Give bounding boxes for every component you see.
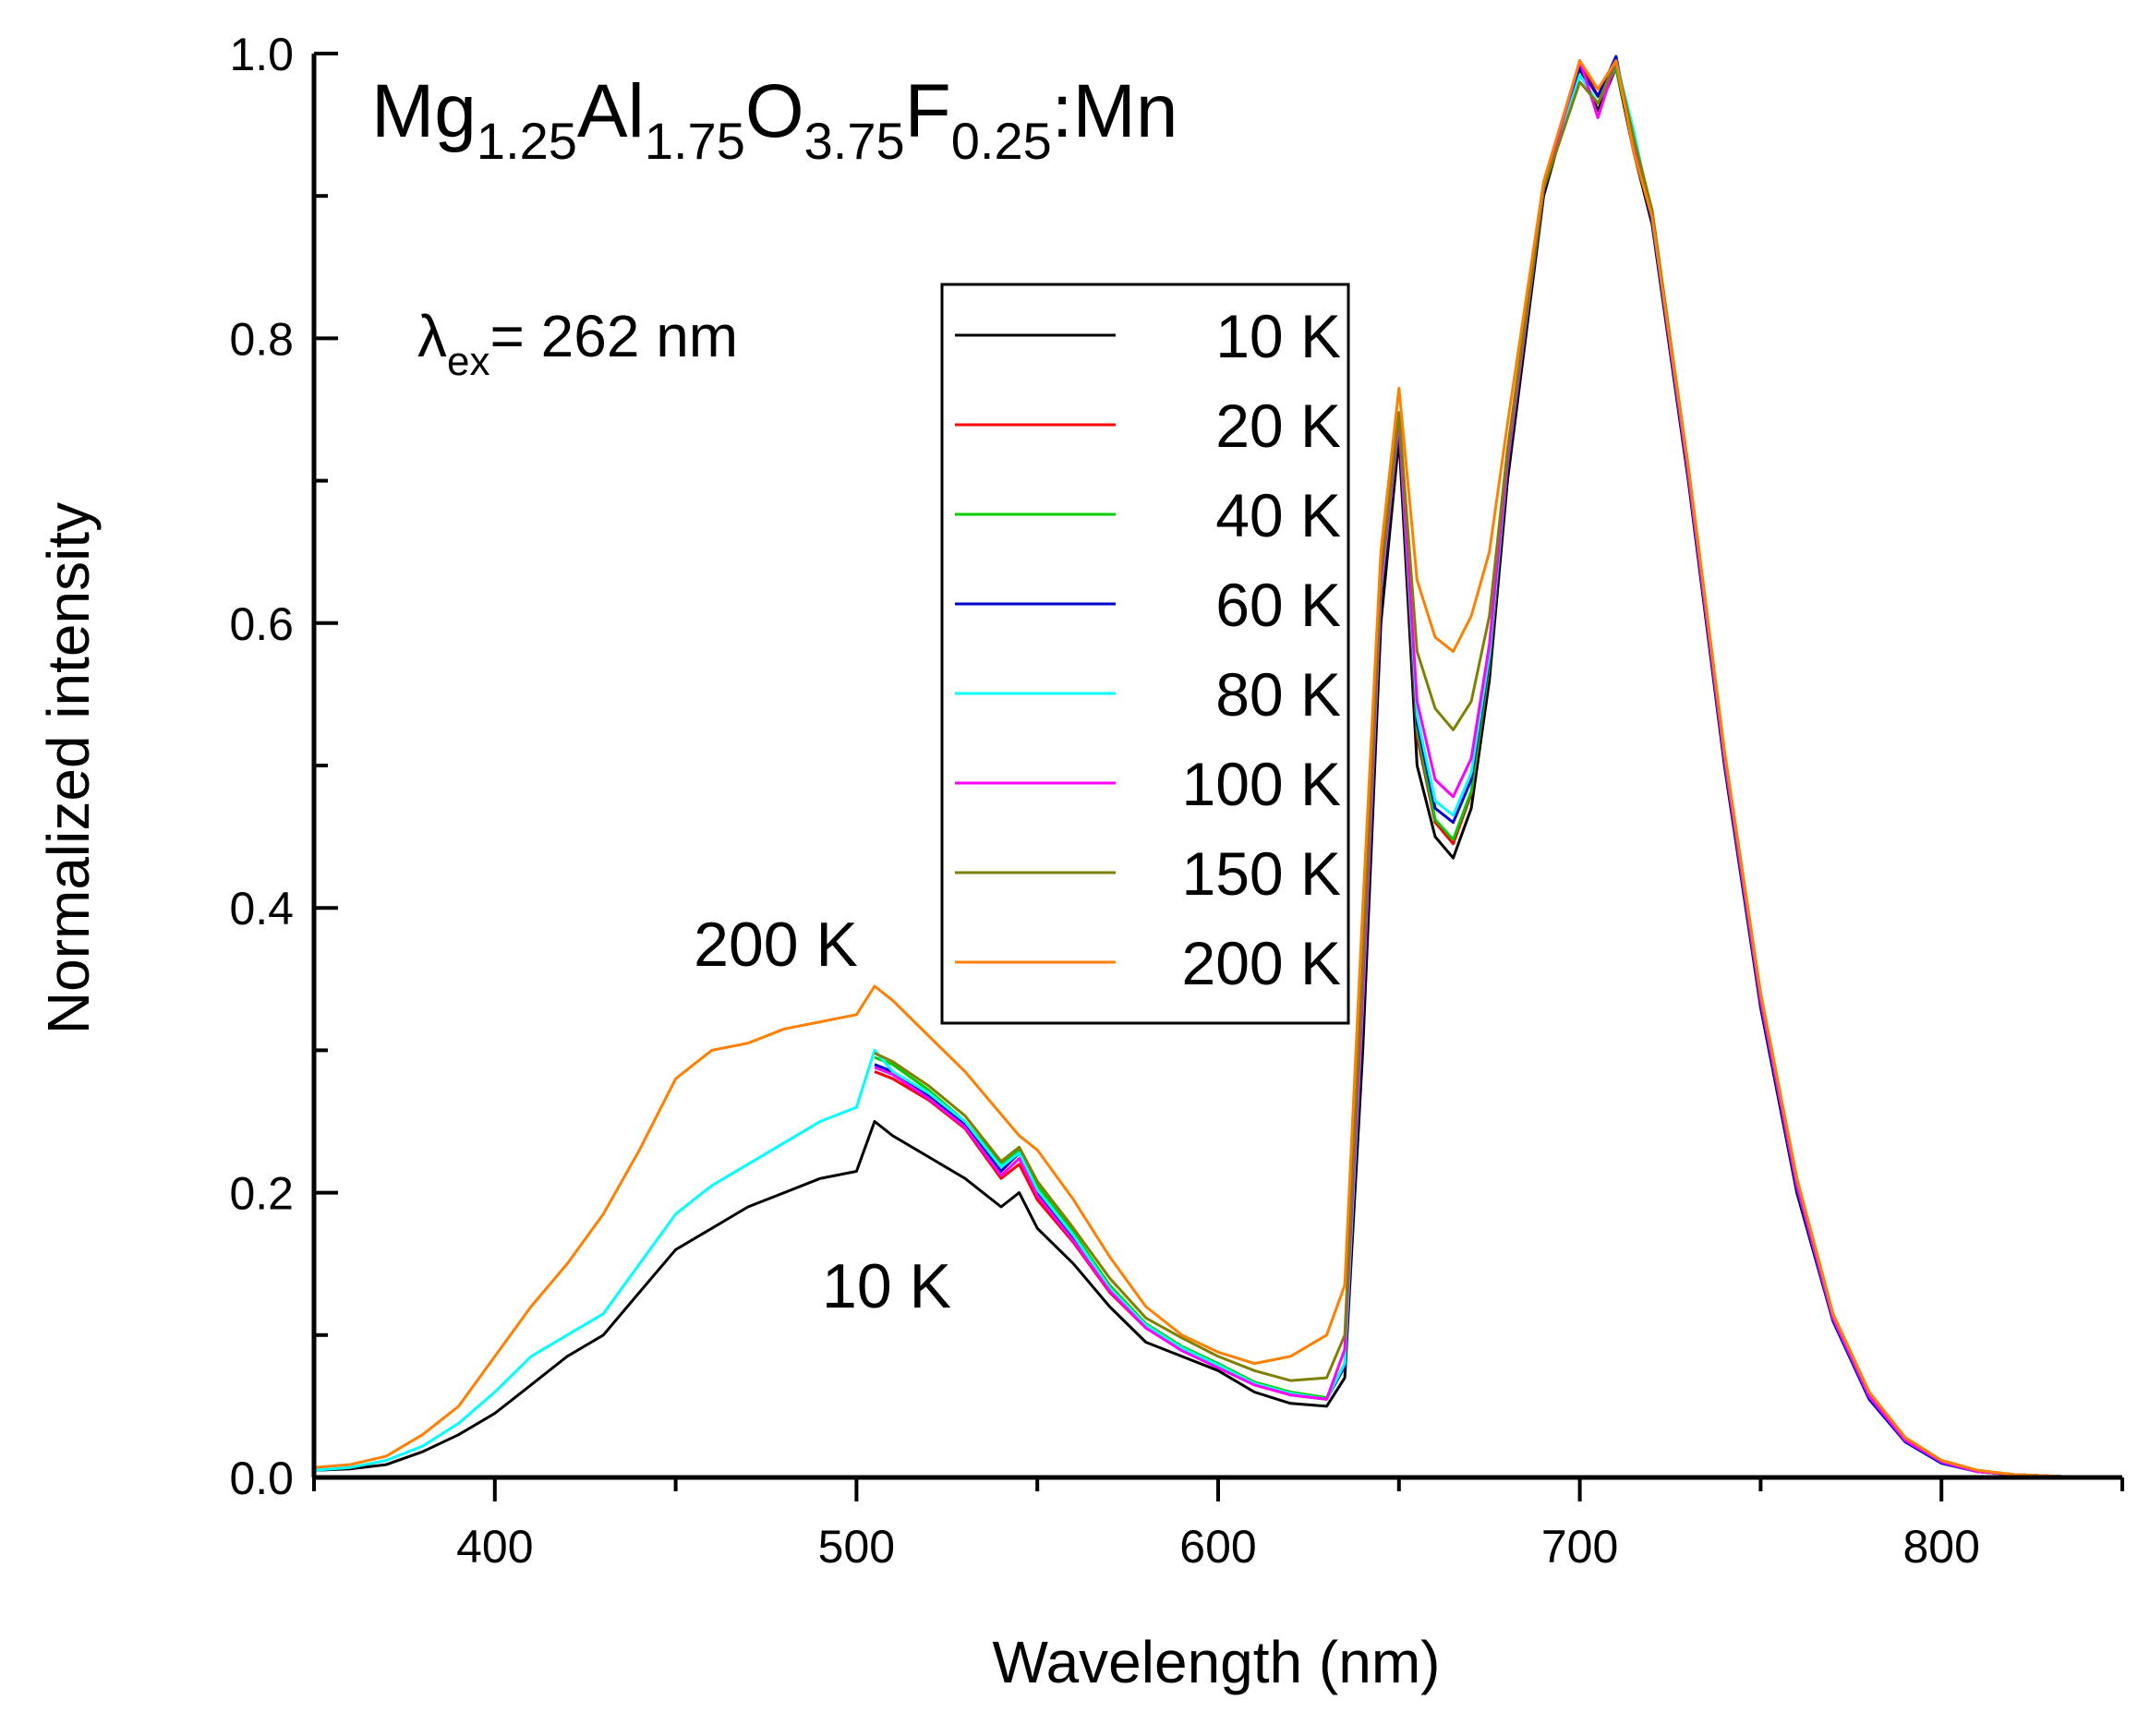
x-tick-label: 800 [1902,1521,1979,1573]
legend-label: 20 K [1215,392,1341,460]
formula-subscript: 0.25 [951,112,1052,170]
formula-subscript: 1.25 [477,112,577,170]
y-axis-title: Normalized intensity [35,502,102,1034]
x-tick-label: 600 [1179,1521,1256,1573]
formula-subscript: 3.75 [804,112,905,170]
formula-part: :Mn [1052,69,1178,153]
annotation-200k: 200 K [694,910,858,980]
legend-label: 200 K [1182,929,1341,997]
formula-subscript: 1.75 [645,112,745,170]
x-tick-label: 700 [1541,1521,1618,1573]
legend-label: 40 K [1215,481,1341,549]
lambda-subscript: ex [447,339,489,384]
annotation-10k: 10 K [822,1251,951,1321]
y-tick-label: 0.0 [229,1453,294,1504]
series-line-6 [874,59,2122,1479]
y-tick-label: 0.4 [229,883,294,934]
formula-part: F [905,69,951,153]
formula-part: Al [577,69,645,153]
y-tick-label: 0.2 [229,1168,294,1220]
series-line-8 [313,59,2122,1479]
y-tick-label: 1.0 [229,29,294,80]
legend-label: 10 K [1215,302,1341,370]
legend-label: 60 K [1215,571,1341,639]
y-ticks: 0.0 0.2 0.4 0.6 0.8 1.0 [229,29,338,1504]
x-ticks: 400 500 600 700 800 [312,1477,2124,1573]
legend-box [940,283,1350,1025]
legend-label: 100 K [1182,750,1341,818]
formula-part: O [745,69,804,153]
plot-lines [313,54,2122,1479]
legend: 10 K 20 K 40 K 60 K 80 K 100 K 150 K 200 K [940,283,1350,1025]
lambda-symbol: λ [417,303,447,369]
legend-label: 80 K [1215,660,1341,729]
x-axis-title: Wavelength (nm) [993,1629,1441,1695]
legend-label: 150 K [1182,839,1341,908]
compound-formula: Mg1.25Al1.75O3.75F0.25:Mn [371,69,1178,170]
excitation-wavelength: λex= 262 nm [417,303,738,384]
x-tick-label: 400 [456,1521,533,1573]
formula-part: Mg [371,69,477,153]
lambda-value: = 262 nm [489,303,738,369]
y-tick-label: 0.6 [229,598,294,650]
annotations: 200 K 10 K [694,910,951,1321]
y-tick-label: 0.8 [229,313,294,365]
x-tick-label: 500 [818,1521,895,1573]
